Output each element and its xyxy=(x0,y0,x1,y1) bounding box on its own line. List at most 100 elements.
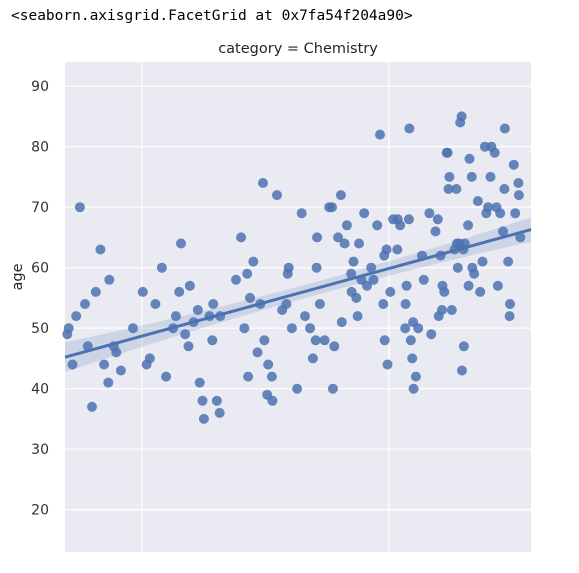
scatter-point xyxy=(71,311,82,322)
scatter-point xyxy=(485,171,496,182)
scatter-point xyxy=(281,299,292,309)
scatter-point xyxy=(263,359,274,370)
scatter-point xyxy=(245,292,255,303)
scatter-point xyxy=(292,383,303,394)
scatter-point xyxy=(382,359,393,370)
scatter-point xyxy=(348,256,359,267)
scatter-point xyxy=(180,329,191,340)
scatter-point xyxy=(432,214,443,225)
scatter-point xyxy=(243,371,254,382)
scatter-point xyxy=(296,208,307,219)
scatter-point xyxy=(236,232,247,243)
scatter-point xyxy=(492,280,503,291)
scatter-point xyxy=(198,413,209,424)
scatter-point xyxy=(314,299,325,309)
scatter-point xyxy=(404,123,415,134)
scatter-point xyxy=(214,407,225,418)
scatter-point xyxy=(267,395,278,406)
scatter-point xyxy=(80,299,90,309)
scatter-point xyxy=(231,274,241,285)
regression-line xyxy=(64,228,532,359)
scatter-point xyxy=(469,268,480,279)
scatter-point xyxy=(115,365,126,376)
scatter-point xyxy=(452,262,463,273)
scatter-point xyxy=(513,178,524,188)
scatter-point xyxy=(351,292,362,303)
scatter-point xyxy=(346,268,357,279)
scatter-point xyxy=(286,323,297,334)
scatter-point xyxy=(197,395,208,406)
scatter-point xyxy=(184,280,195,291)
y-tick-label: 50 xyxy=(31,321,49,337)
scatter-point xyxy=(192,305,203,315)
y-axis-label: age xyxy=(10,263,26,290)
scatter-point xyxy=(385,286,396,297)
y-tick-label: 40 xyxy=(31,382,49,398)
scatter-point xyxy=(319,335,330,346)
scatter-point xyxy=(259,335,270,346)
scatter-point xyxy=(378,299,389,309)
scatter-point xyxy=(408,383,419,394)
scatter-point xyxy=(341,220,352,231)
scatter-point xyxy=(472,196,483,207)
scatter-point xyxy=(410,371,421,382)
scatter-point xyxy=(176,238,186,249)
scatter-point xyxy=(418,274,429,285)
scatter-point xyxy=(74,202,85,213)
scatter-point xyxy=(67,359,78,370)
scatter-point xyxy=(170,311,181,322)
scatter-point xyxy=(272,190,282,201)
y-tick-label: 20 xyxy=(31,503,49,519)
scatter-point xyxy=(510,208,521,219)
scatter-point xyxy=(489,147,500,158)
scatter-point xyxy=(499,123,510,134)
scatter-point xyxy=(183,341,194,352)
scatter-point xyxy=(413,323,424,334)
scatter-point xyxy=(252,347,263,358)
scatter-point xyxy=(403,214,414,225)
scatter-point xyxy=(464,153,475,164)
scatter-point xyxy=(144,353,155,364)
scatter-point xyxy=(99,359,110,370)
scatter-point xyxy=(310,335,321,346)
scatter-point xyxy=(300,311,310,322)
scatter-point xyxy=(150,299,161,309)
scatter-point xyxy=(499,184,510,194)
scatter-point xyxy=(333,232,344,243)
scatter-point xyxy=(329,341,340,352)
scatter-point xyxy=(424,208,435,219)
scatter-point xyxy=(368,274,379,285)
scatter-point xyxy=(194,377,205,388)
scatter-point xyxy=(477,256,488,267)
plot-background xyxy=(65,62,531,552)
scatter-point xyxy=(513,190,524,201)
scatter-point xyxy=(283,262,294,273)
scatter-point xyxy=(505,299,515,309)
scatter-point xyxy=(90,286,101,297)
scatter-point xyxy=(208,299,219,309)
scatter-point xyxy=(111,347,122,358)
scatter-point xyxy=(335,190,346,201)
scatter-point xyxy=(312,232,323,243)
scatter-point xyxy=(266,371,277,382)
scatter-point xyxy=(362,280,372,291)
scatter-point xyxy=(352,311,363,322)
scatter-point xyxy=(451,184,462,194)
scatter-point xyxy=(311,262,322,273)
scatter-point xyxy=(103,377,114,388)
scatter-point xyxy=(504,311,515,322)
scatter-point xyxy=(359,208,370,219)
scatter-point xyxy=(400,323,411,334)
scatter-point xyxy=(174,286,185,297)
scatter-point xyxy=(248,256,259,267)
scatter-point xyxy=(211,395,222,406)
scatter-point xyxy=(327,383,338,394)
scatter-point xyxy=(336,317,347,328)
scatter-point xyxy=(156,262,167,273)
output-text: <seaborn.axisgrid.FacetGrid at 0x7fa54f2… xyxy=(11,8,413,24)
scatter-point xyxy=(128,323,138,334)
scatter-point xyxy=(372,220,383,231)
scatter-point xyxy=(444,171,455,182)
scatter-point xyxy=(458,341,469,352)
